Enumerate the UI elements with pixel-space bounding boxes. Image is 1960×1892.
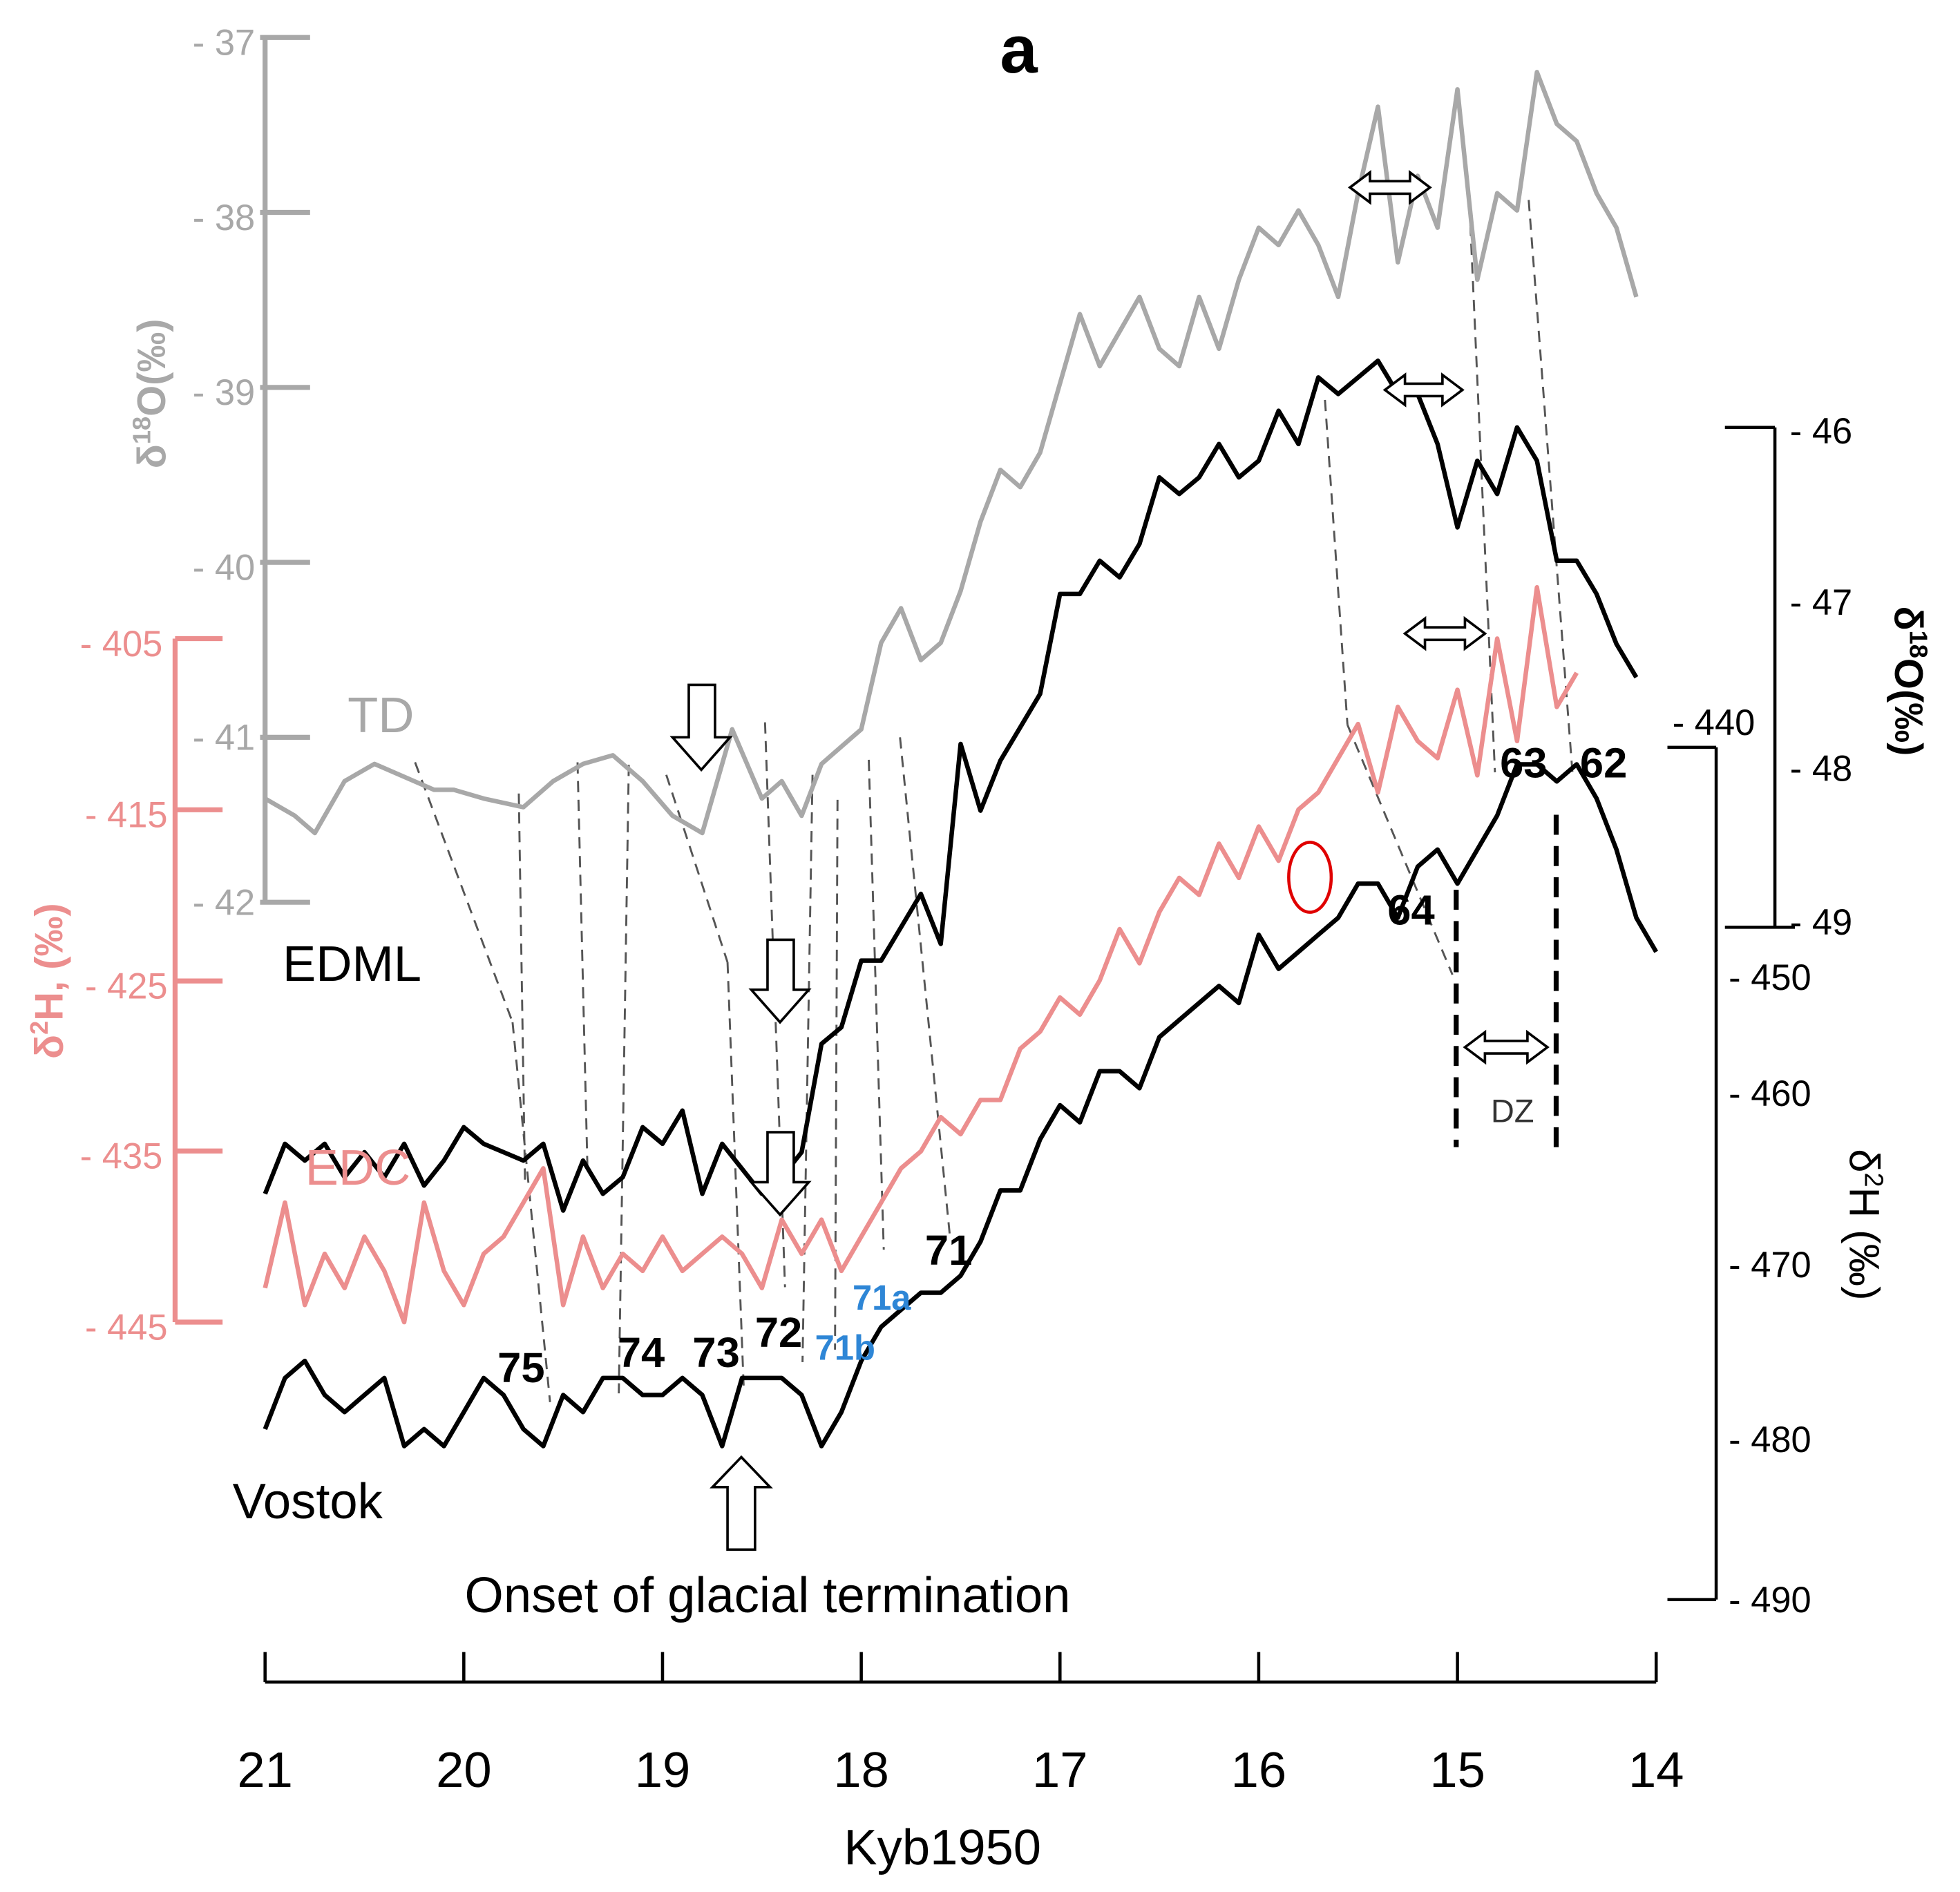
td-tick-label: - 41: [193, 718, 255, 758]
tie-point-label: 63: [1500, 739, 1547, 787]
td-label: TD: [348, 687, 414, 743]
edml-tick-label: - 47: [1790, 583, 1852, 623]
edml-axis: - 46 - 47 - 48 - 49 δ18O(‰): [1724, 412, 1933, 943]
series-line-edc: [263, 585, 1579, 1325]
vostok-tick-label: - 460: [1729, 1074, 1811, 1114]
correlation-lines: [414, 187, 1574, 1402]
vostok-label: Vostok: [233, 1473, 383, 1529]
highlight-ellipse: [1287, 841, 1333, 914]
vostok-tick-label: - 490: [1729, 1580, 1811, 1621]
tie-point-label: 62: [1580, 739, 1627, 787]
edml-label: EDML: [283, 936, 421, 992]
edml-tick-label: - 49: [1790, 903, 1852, 943]
edc-tick-label: - 435: [80, 1137, 163, 1177]
arrow-icons: [669, 170, 1550, 1551]
vostok-axis: - 440 - 450 - 460 - 470 - 480 - 490 δ2H …: [1667, 703, 1888, 1621]
tie-point-label-blue: 71b: [815, 1328, 875, 1367]
edc-tick-label: - 405: [80, 624, 163, 665]
down-arrow-icon: [748, 1131, 812, 1217]
double-arrow-icon: [1402, 615, 1487, 651]
tie-point-label: 71: [925, 1227, 972, 1274]
edc-tick-label: - 445: [85, 1308, 168, 1348]
edc-axis: - 405 - 415 - 425 - 435 - 445 δ2H, (‰): [25, 624, 223, 1348]
x-tick-label: 15: [1429, 1742, 1485, 1798]
tie-point-label: 74: [618, 1329, 665, 1377]
tie-point-label: 73: [692, 1329, 739, 1377]
x-axis-title: Kyb1950: [844, 1819, 1041, 1875]
series-line-td: [264, 70, 1639, 836]
edc-tick-label: - 425: [85, 966, 168, 1006]
vostok-tick-label: - 470: [1729, 1245, 1811, 1286]
x-tick-label: 19: [635, 1742, 691, 1798]
edc-label: EDC: [305, 1140, 411, 1196]
vostok-tick-label: - 480: [1729, 1420, 1811, 1460]
x-axis: 21 20 19 18 17 16 15 14 Kyb1950: [237, 1652, 1684, 1875]
x-tick-label: 21: [237, 1742, 293, 1798]
edml-tick-label: - 48: [1790, 749, 1852, 790]
dz-label: DZ: [1491, 1093, 1534, 1129]
x-tick-label: 18: [833, 1742, 889, 1798]
vostok-tick-label: - 450: [1729, 958, 1811, 998]
td-tick-label: - 42: [193, 883, 255, 923]
x-tick-label: 14: [1628, 1742, 1684, 1798]
double-arrow-icon: [1347, 170, 1432, 205]
tie-point-label: 75: [497, 1344, 544, 1392]
edc-axis-title: δ2H, (‰): [25, 903, 72, 1059]
dz-zone: [1454, 814, 1559, 1147]
double-arrow-icon: [1382, 372, 1465, 408]
edml-tick-label: - 46: [1790, 412, 1852, 452]
vostok-tick-label: - 440: [1673, 703, 1756, 743]
edml-axis-title: δ18O(‰): [1886, 606, 1933, 756]
up-arrow-icon: [710, 1455, 773, 1551]
down-arrow-icon: [748, 938, 812, 1024]
td-axis: - 37 - 38 - 39 - 40 - 41 - 42 δ18O(‰): [127, 23, 310, 923]
tie-point-label-blue: 71a: [853, 1278, 911, 1317]
tie-point-label: 64: [1387, 887, 1434, 935]
td-tick-label: - 40: [193, 548, 255, 588]
x-tick-label: 16: [1231, 1742, 1287, 1798]
x-tick-label: 17: [1032, 1742, 1088, 1798]
x-tick-label: 20: [436, 1742, 491, 1798]
onset-label: Onset of glacial termination: [465, 1567, 1071, 1623]
td-tick-label: - 39: [193, 373, 255, 413]
series-line-edml: [263, 359, 1639, 1213]
td-tick-label: - 37: [193, 23, 255, 64]
series-line-vostok: [263, 762, 1659, 1449]
vostok-axis-title: δ2H (‰): [1840, 1149, 1888, 1300]
td-axis-title: δ18O(‰): [127, 318, 174, 468]
td-tick-label: - 38: [193, 198, 255, 238]
edc-tick-label: - 415: [85, 796, 168, 836]
tie-point-label: 72: [755, 1309, 802, 1357]
down-arrow-icon: [669, 683, 733, 772]
chart-title: a: [1000, 12, 1038, 87]
double-arrow-icon: [1463, 1029, 1550, 1065]
